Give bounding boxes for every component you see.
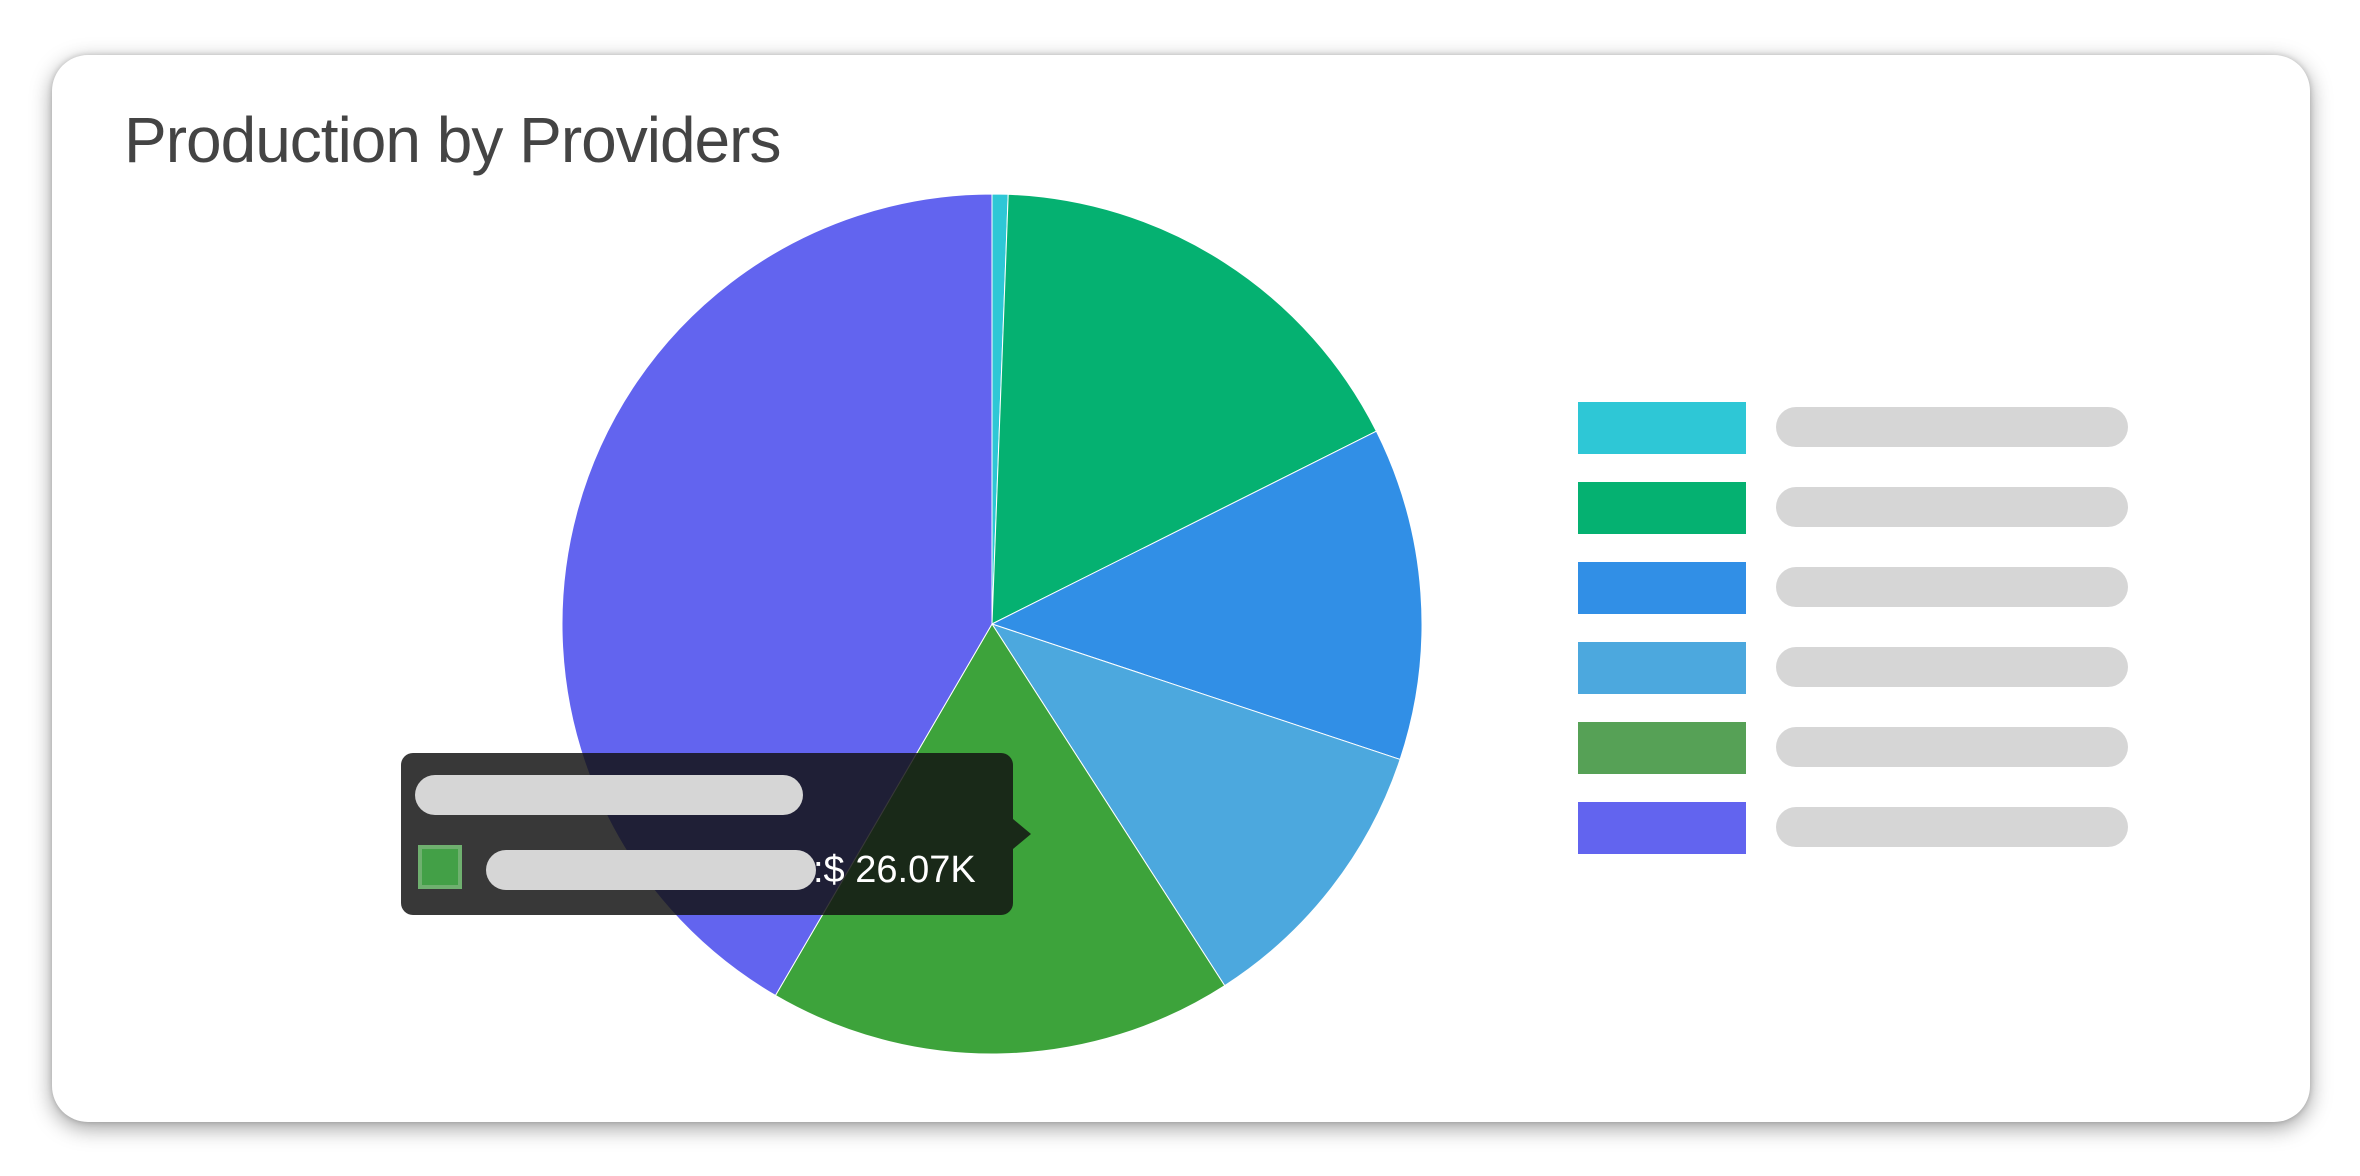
legend-item[interactable] xyxy=(1578,642,2138,694)
legend-label xyxy=(1776,807,2128,847)
legend-swatch xyxy=(1578,482,1746,534)
chart-tooltip: :$ 26.07K xyxy=(401,753,1031,915)
chart-title: Production by Providers xyxy=(124,104,781,176)
legend-item[interactable] xyxy=(1578,562,2138,614)
legend-swatch xyxy=(1578,722,1746,774)
legend xyxy=(1578,402,2138,882)
tooltip-series-label xyxy=(486,850,816,890)
legend-swatch xyxy=(1578,642,1746,694)
legend-item[interactable] xyxy=(1578,482,2138,534)
tooltip-series-swatch xyxy=(418,845,462,889)
chart-card: Production by Providers xyxy=(52,55,2310,1122)
legend-item[interactable] xyxy=(1578,802,2138,854)
pie-slices xyxy=(561,193,1423,1055)
pie-slice-3[interactable] xyxy=(990,430,1423,761)
legend-label xyxy=(1776,727,2128,767)
tooltip-arrow xyxy=(1013,819,1031,849)
tooltip-title xyxy=(415,775,803,815)
legend-label xyxy=(1776,567,2128,607)
legend-label xyxy=(1776,407,2128,447)
legend-item[interactable] xyxy=(1578,402,2138,454)
pie-slice-4[interactable] xyxy=(990,623,1401,987)
tooltip-value: :$ 26.07K xyxy=(813,849,976,891)
legend-swatch xyxy=(1578,402,1746,454)
legend-swatch xyxy=(1578,802,1746,854)
legend-label xyxy=(1776,487,2128,527)
legend-item[interactable] xyxy=(1578,722,2138,774)
legend-label xyxy=(1776,647,2128,687)
pie-slice-2[interactable] xyxy=(991,193,1378,625)
legend-swatch xyxy=(1578,562,1746,614)
